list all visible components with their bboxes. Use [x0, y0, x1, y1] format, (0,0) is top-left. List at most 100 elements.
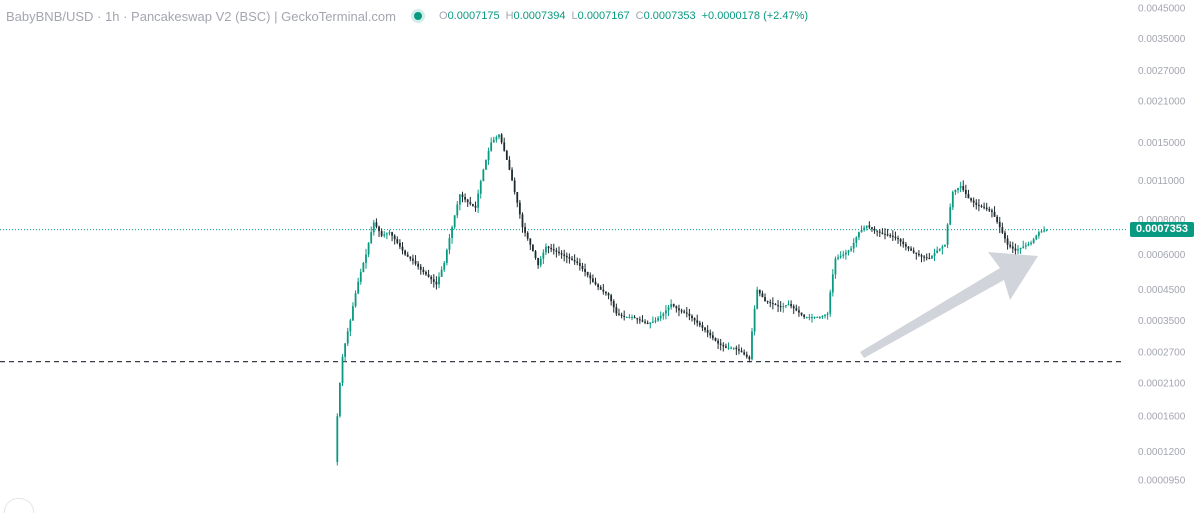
candle-body-140 — [701, 325, 704, 328]
candle-body-42 — [445, 249, 448, 263]
candle-body-83 — [552, 249, 555, 251]
candle-body-54 — [477, 193, 480, 208]
ohlc-low: L 0.0007167 — [571, 10, 630, 22]
candle-body-103 — [605, 291, 607, 294]
candle-body-154 — [738, 349, 740, 351]
candle-body-105 — [610, 295, 613, 302]
candle-body-126 — [665, 310, 667, 314]
candle-body-64 — [503, 142, 506, 151]
candle-body-50 — [466, 199, 469, 203]
candle-body-189 — [829, 292, 832, 314]
candle-body-24 — [398, 242, 401, 247]
candle-body-76 — [534, 251, 537, 258]
candle-body-57 — [485, 159, 487, 170]
y-tick-label-7: 0.0006000 — [1138, 250, 1186, 261]
candle-body-207 — [876, 230, 879, 232]
candle-body-219 — [907, 246, 910, 249]
candle-body-272 — [1045, 229, 1048, 231]
candle-body-193 — [839, 255, 842, 258]
candle-body-98 — [591, 278, 594, 282]
candle-body-10 — [362, 262, 365, 273]
candle-body-261 — [1017, 249, 1019, 251]
candle-body-232 — [941, 246, 944, 249]
candle-body-229 — [933, 253, 936, 256]
candle-body-213 — [891, 235, 894, 237]
candle-body-116 — [638, 319, 641, 321]
candle-body-155 — [740, 350, 743, 353]
candle-body-14 — [372, 222, 375, 233]
candle-body-109 — [620, 314, 623, 316]
candle-body-212 — [889, 235, 892, 237]
candle-body-6 — [352, 306, 354, 321]
candle-body-16 — [378, 226, 380, 232]
chart-header: BabyBNB/USD · 1h · Pancakeswap V2 (BSC) … — [6, 7, 808, 25]
candle-body-246 — [977, 204, 980, 206]
candle-body-156 — [743, 352, 746, 355]
y-tick-label-10: 0.0002700 — [1138, 348, 1186, 359]
candle-body-166 — [769, 302, 772, 304]
candle-body-35 — [427, 274, 430, 277]
candle-body-108 — [618, 313, 620, 315]
candle-body-171 — [782, 306, 785, 308]
candle-body-8 — [357, 281, 360, 294]
candle-body-267 — [1032, 239, 1035, 243]
candle-body-32 — [419, 266, 422, 270]
candle-body-160 — [753, 308, 756, 332]
market-status-icon[interactable] — [414, 12, 422, 20]
candle-body-48 — [461, 194, 464, 198]
candle-body-247 — [980, 205, 983, 207]
candle-body-70 — [518, 202, 521, 215]
candle-body-245 — [975, 202, 978, 205]
candle-body-185 — [818, 317, 821, 319]
candle-body-66 — [508, 159, 511, 170]
candle-body-252 — [993, 211, 996, 217]
ohlc-legend: O 0.0007175 H 0.0007394 L 0.0007167 C 0.0007… — [439, 10, 808, 22]
candle-body-79 — [542, 252, 545, 259]
candle-body-72 — [524, 227, 526, 233]
candle-body-115 — [636, 318, 639, 320]
candle-body-214 — [894, 236, 897, 239]
candle-body-130 — [675, 306, 678, 309]
candle-body-243 — [970, 198, 972, 201]
candle-body-167 — [771, 303, 774, 305]
y-tick-label-1: 0.0035000 — [1138, 34, 1186, 45]
ohlc-change: +0.0000178 (+2.47%) — [701, 10, 809, 22]
candle-body-125 — [662, 313, 665, 316]
y-tick-label-12: 0.0001600 — [1138, 412, 1186, 423]
candle-body-124 — [659, 315, 662, 319]
candle-body-163 — [761, 293, 764, 298]
candle-body-90 — [571, 258, 573, 261]
candle-body-51 — [469, 202, 472, 205]
candle-body-102 — [602, 289, 605, 292]
candle-body-22 — [393, 235, 396, 240]
candle-body-41 — [443, 262, 446, 270]
candle-body-117 — [641, 320, 644, 322]
candle-body-250 — [988, 209, 991, 211]
candle-body-147 — [719, 343, 722, 345]
trend-up-arrow-icon[interactable] — [860, 252, 1038, 358]
candle-body-23 — [396, 239, 399, 243]
candle-body-168 — [774, 304, 777, 306]
candle-body-89 — [568, 257, 571, 259]
candle-body-150 — [727, 347, 730, 349]
candle-body-209 — [881, 232, 884, 234]
candle-body-132 — [680, 310, 683, 312]
candle-body-176 — [795, 308, 798, 311]
candle-body-59 — [490, 142, 493, 151]
candle-body-121 — [651, 321, 654, 323]
candle-body-231 — [938, 248, 941, 251]
candle-body-225 — [923, 256, 926, 258]
candle-body-45 — [453, 215, 456, 228]
candle-body-149 — [725, 346, 727, 348]
candle-body-233 — [944, 244, 946, 247]
candle-body-96 — [586, 272, 589, 276]
candle-body-55 — [479, 181, 482, 194]
symbol-title[interactable]: BabyBNB/USD · 1h · Pancakeswap V2 (BSC) … — [6, 8, 396, 24]
candle-body-159 — [751, 331, 753, 360]
candle-body-249 — [985, 207, 988, 210]
candle-body-183 — [813, 317, 816, 319]
candle-body-87 — [563, 254, 566, 256]
candle-body-29 — [412, 258, 414, 261]
